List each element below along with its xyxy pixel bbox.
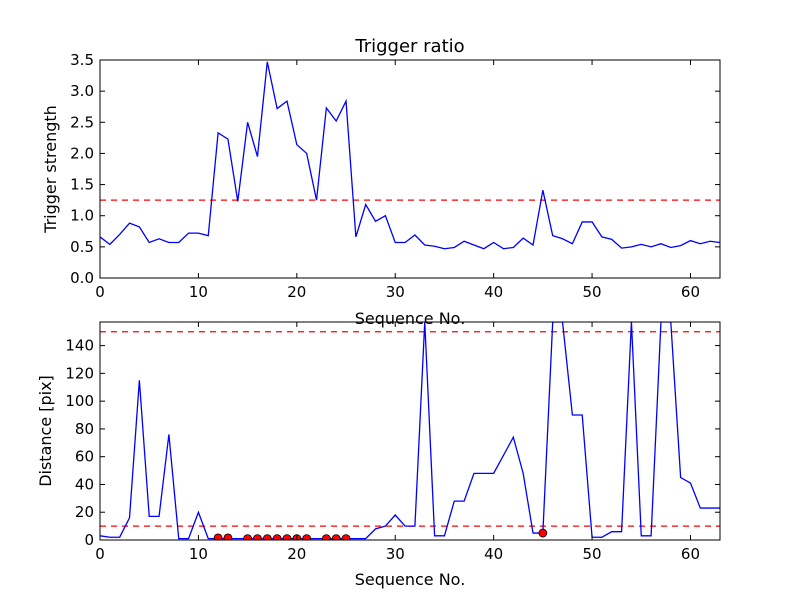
x-tick-label: 10: [189, 283, 208, 301]
y-tick-label: 20: [75, 503, 94, 521]
y-tick-label: 80: [75, 420, 94, 438]
y-tick-label: 2.5: [70, 113, 94, 131]
x-tick-label: 20: [287, 545, 306, 563]
x-tick-label: 40: [484, 545, 503, 563]
plot-frame: [99, 321, 721, 541]
data-point: [243, 534, 253, 540]
data-point: [262, 534, 272, 540]
y-tick-label: 0.5: [70, 238, 94, 256]
data-point: [272, 534, 282, 540]
y-tick-label: 0: [84, 531, 94, 549]
x-tick-label: 30: [386, 545, 405, 563]
series-line: [100, 61, 720, 250]
x-tick-label: 60: [681, 545, 700, 563]
x-tick-label: 30: [386, 283, 405, 301]
plot-area: [100, 61, 720, 250]
x-tick-label: 0: [95, 283, 105, 301]
chart-title: Trigger ratio: [354, 36, 464, 57]
data-point: [253, 534, 262, 540]
y-tick-label: 1.5: [70, 176, 94, 194]
data-point: [321, 534, 331, 540]
x-tick-label: 20: [287, 283, 306, 301]
y-tick-label: 60: [75, 448, 94, 466]
x-tick-label: 50: [583, 283, 602, 301]
y-tick-label: 3.0: [70, 82, 94, 100]
distance-chart: Sequence No. Distance [pix] 0 10 20 30 40 50 6…: [36, 321, 721, 589]
data-point: [223, 533, 233, 540]
y-axis-label: Trigger strength: [41, 105, 60, 234]
series-line: [100, 322, 720, 540]
plot-area: [100, 322, 720, 540]
y-tick-label: 140: [65, 337, 94, 355]
y-tick-label: 1.0: [70, 207, 94, 225]
x-tick-label: 0: [95, 545, 105, 563]
x-tick-label: 50: [583, 545, 602, 563]
x-axis-label: Sequence No.: [355, 309, 466, 328]
y-tick-label: 120: [65, 364, 94, 382]
y-tick-label: 2.0: [70, 144, 94, 162]
data-point: [331, 534, 341, 540]
data-point: [282, 534, 292, 540]
x-axis-label: Sequence No.: [355, 570, 466, 589]
trigger-ratio-chart: Trigger ratio Sequence No. Trigger stren…: [41, 36, 721, 328]
x-tick-label: 10: [189, 545, 208, 563]
data-point: [302, 534, 312, 540]
y-axis-label: Distance [pix]: [36, 375, 55, 487]
y-tick-label: 100: [65, 392, 94, 410]
data-point: [213, 533, 223, 540]
y-tick-label: 3.5: [70, 51, 94, 69]
y-tick-label: 40: [75, 475, 94, 493]
x-tick-label: 40: [484, 283, 503, 301]
x-tick-label: 60: [681, 283, 700, 301]
plot-frame: [99, 59, 721, 279]
data-point: [341, 534, 351, 540]
y-tick-label: 0.0: [70, 269, 94, 287]
data-point: [538, 528, 548, 538]
